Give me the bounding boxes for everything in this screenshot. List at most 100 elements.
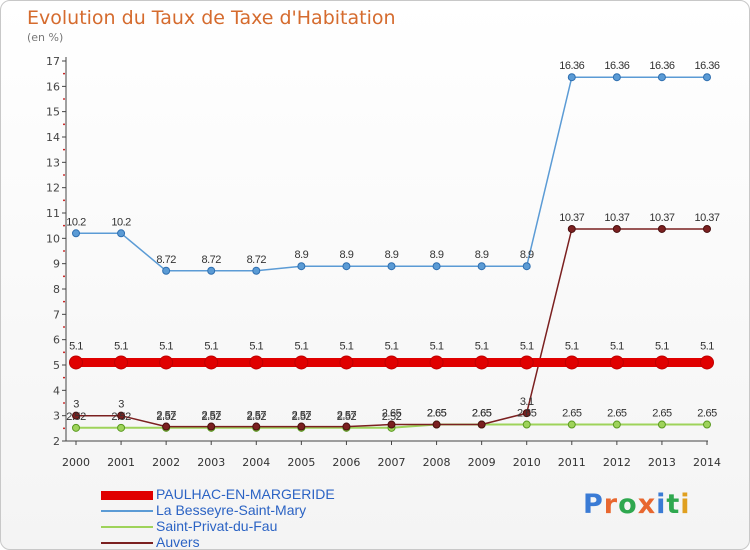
data-label: 5.1 xyxy=(700,340,714,352)
x-tick-label: 2014 xyxy=(693,456,721,469)
data-point xyxy=(159,355,174,370)
data-point xyxy=(567,73,576,82)
legend-label: Saint-Privat-du-Fau xyxy=(156,518,278,534)
data-point xyxy=(612,73,621,82)
data-point xyxy=(703,224,711,233)
data-label: 5.1 xyxy=(114,340,128,352)
data-point xyxy=(384,355,399,370)
y-minor-tick xyxy=(63,224,65,227)
y-minor-tick xyxy=(63,326,65,328)
data-point xyxy=(609,355,624,370)
data-point xyxy=(522,409,531,418)
data-label: 2.65 xyxy=(427,408,447,420)
data-label: 10.37 xyxy=(649,212,674,224)
logo-letter: P xyxy=(583,489,604,520)
data-label: 8.9 xyxy=(475,249,489,261)
data-point xyxy=(703,420,711,429)
x-tick-label: 2013 xyxy=(648,456,676,469)
data-label: 3.1 xyxy=(520,396,534,408)
data-point xyxy=(117,229,126,238)
data-label: 2.65 xyxy=(607,408,627,420)
y-tick-label: 7 xyxy=(53,308,60,321)
data-label: 5.1 xyxy=(565,340,579,352)
x-tick-label: 2008 xyxy=(423,456,451,469)
data-label: 8.9 xyxy=(520,249,534,261)
y-tick-label: 12 xyxy=(46,182,60,195)
data-point xyxy=(207,422,216,431)
data-point xyxy=(339,355,354,370)
y-minor-tick xyxy=(63,250,65,252)
data-point xyxy=(297,422,306,431)
logo-letter: i xyxy=(680,489,691,520)
data-label: 10.37 xyxy=(694,212,719,224)
y-tick-label: 4 xyxy=(53,384,60,397)
legend-label: Auvers xyxy=(156,534,200,550)
data-label: 10.37 xyxy=(604,212,629,224)
data-label: 8.72 xyxy=(247,254,267,266)
y-minor-tick xyxy=(63,351,65,354)
legend-label: PAULHAC-EN-MARGERIDE xyxy=(156,486,335,502)
data-label: 16.36 xyxy=(604,60,629,72)
y-minor-tick xyxy=(63,72,65,75)
y-tick-label: 3 xyxy=(53,410,60,423)
data-point xyxy=(204,355,219,370)
legend-label: La Besseyre-Saint-Mary xyxy=(156,502,307,518)
data-label: 5.1 xyxy=(610,340,624,352)
data-label: 2.57 xyxy=(247,410,267,422)
data-label: 2.65 xyxy=(472,408,492,420)
y-tick-label: 10 xyxy=(46,232,60,245)
data-point xyxy=(477,420,486,429)
y-tick-label: 5 xyxy=(53,359,60,372)
data-point xyxy=(72,411,80,420)
data-point xyxy=(252,266,261,275)
data-label: 2.65 xyxy=(472,408,492,420)
data-label: 16.36 xyxy=(694,60,719,72)
data-label: 2.57 xyxy=(156,410,176,422)
y-tick-label: 2 xyxy=(53,435,60,448)
y-minor-tick xyxy=(63,174,65,176)
data-point xyxy=(703,73,711,82)
data-label: 2.65 xyxy=(697,408,717,420)
data-label: 8.9 xyxy=(430,249,444,261)
y-tick-label: 11 xyxy=(46,207,60,220)
data-label: 8.9 xyxy=(294,249,308,261)
data-point xyxy=(654,355,669,370)
x-tick-label: 2010 xyxy=(513,456,541,469)
data-point xyxy=(477,262,486,271)
y-tick-label: 6 xyxy=(53,334,60,347)
data-point xyxy=(297,262,306,271)
chart-title: Evolution du Taux de Taxe d'Habitation xyxy=(27,7,396,29)
data-point xyxy=(207,266,216,275)
legend-swatch xyxy=(101,490,153,500)
data-point xyxy=(117,423,126,432)
data-label: 2.52 xyxy=(111,411,131,423)
data-label: 2.65 xyxy=(427,408,447,420)
data-point xyxy=(522,262,531,271)
proxiti-logo: Proxiti xyxy=(583,489,691,520)
data-label: 2.52 xyxy=(292,411,312,423)
data-label: 5.1 xyxy=(475,340,489,352)
data-label: 5.1 xyxy=(430,340,444,352)
y-minor-tick xyxy=(63,148,65,151)
data-label: 10.2 xyxy=(111,216,131,228)
data-point xyxy=(474,355,489,370)
x-tick-label: 2007 xyxy=(378,456,406,469)
data-label: 2.65 xyxy=(517,408,537,420)
data-label: 2.65 xyxy=(562,408,582,420)
data-point xyxy=(72,229,80,238)
data-point xyxy=(249,355,264,370)
data-label: 16.36 xyxy=(649,60,674,72)
y-minor-tick xyxy=(63,199,65,202)
x-tick-label: 2009 xyxy=(468,456,496,469)
data-point xyxy=(657,420,666,429)
x-tick-label: 2012 xyxy=(603,456,631,469)
y-tick-label: 13 xyxy=(46,156,60,169)
data-label: 2.57 xyxy=(337,410,357,422)
data-point xyxy=(294,355,309,370)
y-tick-label: 8 xyxy=(53,283,60,296)
data-point xyxy=(72,423,80,432)
data-label: 8.72 xyxy=(202,254,222,266)
data-point xyxy=(387,420,396,429)
data-label: 2.65 xyxy=(652,408,672,420)
